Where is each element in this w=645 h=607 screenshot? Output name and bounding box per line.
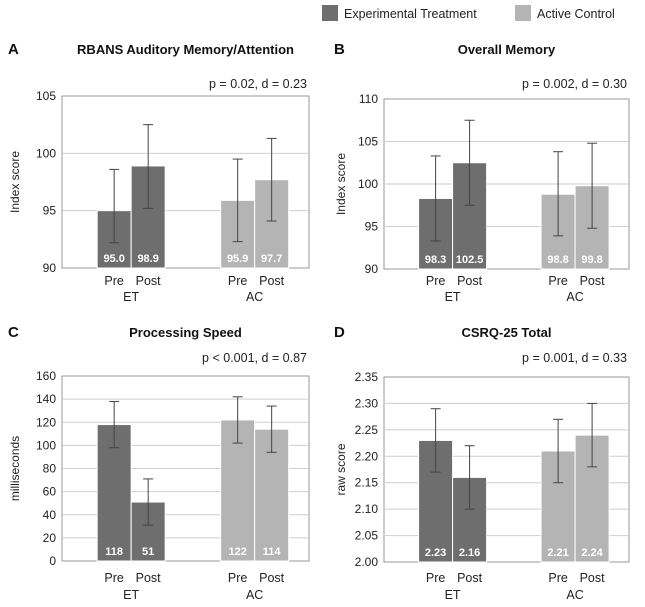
y-axis-label: Index score [334, 153, 348, 215]
stat-annotation: p < 0.001, d = 0.87 [202, 351, 307, 365]
y-tick-label: 2.20 [355, 449, 379, 463]
x-tick-label: Post [259, 274, 285, 288]
y-tick-label: 120 [36, 415, 56, 429]
bar-value-label: 98.8 [547, 254, 568, 266]
y-tick-label: 2.15 [355, 476, 379, 490]
x-tick-label: Pre [548, 571, 568, 585]
panel-d: D CSRQ-25 Total p = 0.001, d = 0.33 2.00 2.0… [334, 324, 630, 602]
panel-b: B Overall Memory p = 0.002, d = 0.30 90 95 10… [334, 41, 630, 304]
bar-value-label: 122 [228, 546, 246, 558]
x-tick-label: Pre [548, 274, 568, 288]
panel-title: Processing Speed [129, 325, 242, 340]
y-axis-label: Index score [8, 151, 22, 213]
panel-title: RBANS Auditory Memory/Attention [77, 42, 294, 57]
bar-ac-post [574, 434, 610, 563]
y-tick-label: 100 [36, 438, 56, 452]
y-tick-label: 2.05 [355, 529, 379, 543]
y-tick-label: 110 [359, 92, 378, 106]
y-tick-label: 80 [43, 462, 57, 476]
x-tick-label: Pre [104, 274, 124, 288]
x-tick-label: Pre [104, 571, 124, 585]
y-tick-label: 100 [36, 146, 56, 160]
bar-value-label: 2.21 [547, 547, 568, 559]
y-tick-label: 105 [36, 89, 56, 103]
y-tick-label: 20 [43, 531, 57, 545]
group-label: AC [246, 290, 263, 304]
x-tick-label: Pre [228, 571, 248, 585]
stat-annotation: p = 0.002, d = 0.30 [522, 77, 627, 91]
y-tick-label: 40 [43, 508, 57, 522]
panel-letter: D [334, 324, 345, 341]
bar-value-label: 51 [142, 546, 154, 558]
y-tick-label: 140 [36, 392, 56, 406]
stat-annotation: p = 0.001, d = 0.33 [522, 351, 627, 365]
legend-label-control: Active Control [537, 7, 615, 21]
y-tick-label: 105 [358, 135, 378, 149]
group-label: ET [445, 588, 461, 602]
y-axis-label: raw score [334, 443, 348, 495]
y-tick-label: 2.00 [355, 555, 379, 569]
group-label: ET [123, 588, 139, 602]
x-tick-label: Post [457, 274, 483, 288]
bar-value-label: 98.9 [137, 253, 158, 265]
x-tick-label: Post [457, 571, 483, 585]
y-tick-label: 2.10 [355, 502, 379, 516]
legend: Experimental Treatment Active Control [322, 5, 615, 21]
group-label: ET [123, 290, 139, 304]
bar-value-label: 2.24 [581, 547, 603, 559]
x-tick-label: Post [136, 274, 162, 288]
panels: A RBANS Auditory Memory/Attention p = 0.02… [8, 41, 630, 602]
bar-value-label: 98.3 [425, 254, 446, 266]
panel-letter: C [8, 324, 19, 341]
x-tick-label: Pre [426, 274, 446, 288]
group-label: AC [566, 588, 583, 602]
panel-title: Overall Memory [458, 42, 556, 57]
x-tick-label: Post [259, 571, 285, 585]
bar-value-label: 102.5 [456, 254, 484, 266]
x-tick-label: Pre [228, 274, 248, 288]
y-axis-label: milliseconds [8, 436, 22, 501]
legend-swatch-control [515, 5, 531, 21]
y-tick-label: 90 [365, 262, 379, 276]
x-tick-label: Pre [426, 571, 446, 585]
x-tick-label: Post [580, 274, 606, 288]
panel-title: CSRQ-25 Total [461, 325, 551, 340]
y-tick-label: 60 [43, 485, 57, 499]
y-tick-label: 0 [49, 554, 56, 568]
y-tick-label: 2.30 [355, 396, 379, 410]
y-tick-label: 2.35 [355, 370, 379, 384]
panel-c: C Processing Speed p < 0.001, d = 0.87 0 20 4… [8, 324, 310, 602]
bar-value-label: 118 [105, 546, 123, 558]
bar-value-label: 114 [263, 546, 282, 558]
group-label: ET [445, 290, 461, 304]
bar-value-label: 99.8 [581, 254, 602, 266]
panel-letter: B [334, 41, 345, 58]
y-tick-label: 95 [43, 204, 57, 218]
bar-value-label: 95.0 [103, 253, 124, 265]
bar-value-label: 95.9 [227, 253, 248, 265]
y-tick-label: 90 [43, 261, 57, 275]
y-tick-label: 100 [358, 177, 378, 191]
bar-value-label: 97.7 [261, 253, 282, 265]
y-tick-label: 160 [36, 369, 56, 383]
panel-a: A RBANS Auditory Memory/Attention p = 0.02… [8, 41, 310, 304]
panel-letter: A [8, 41, 19, 58]
legend-label-experimental: Experimental Treatment [344, 7, 477, 21]
group-label: AC [566, 290, 583, 304]
x-tick-label: Post [136, 571, 162, 585]
stat-annotation: p = 0.02, d = 0.23 [209, 77, 307, 91]
bar-value-label: 2.23 [425, 547, 446, 559]
x-tick-label: Post [580, 571, 606, 585]
legend-swatch-experimental [322, 5, 338, 21]
y-tick-label: 95 [365, 220, 379, 234]
bar-value-label: 2.16 [459, 547, 480, 559]
y-tick-label: 2.25 [355, 423, 379, 437]
group-label: AC [246, 588, 263, 602]
